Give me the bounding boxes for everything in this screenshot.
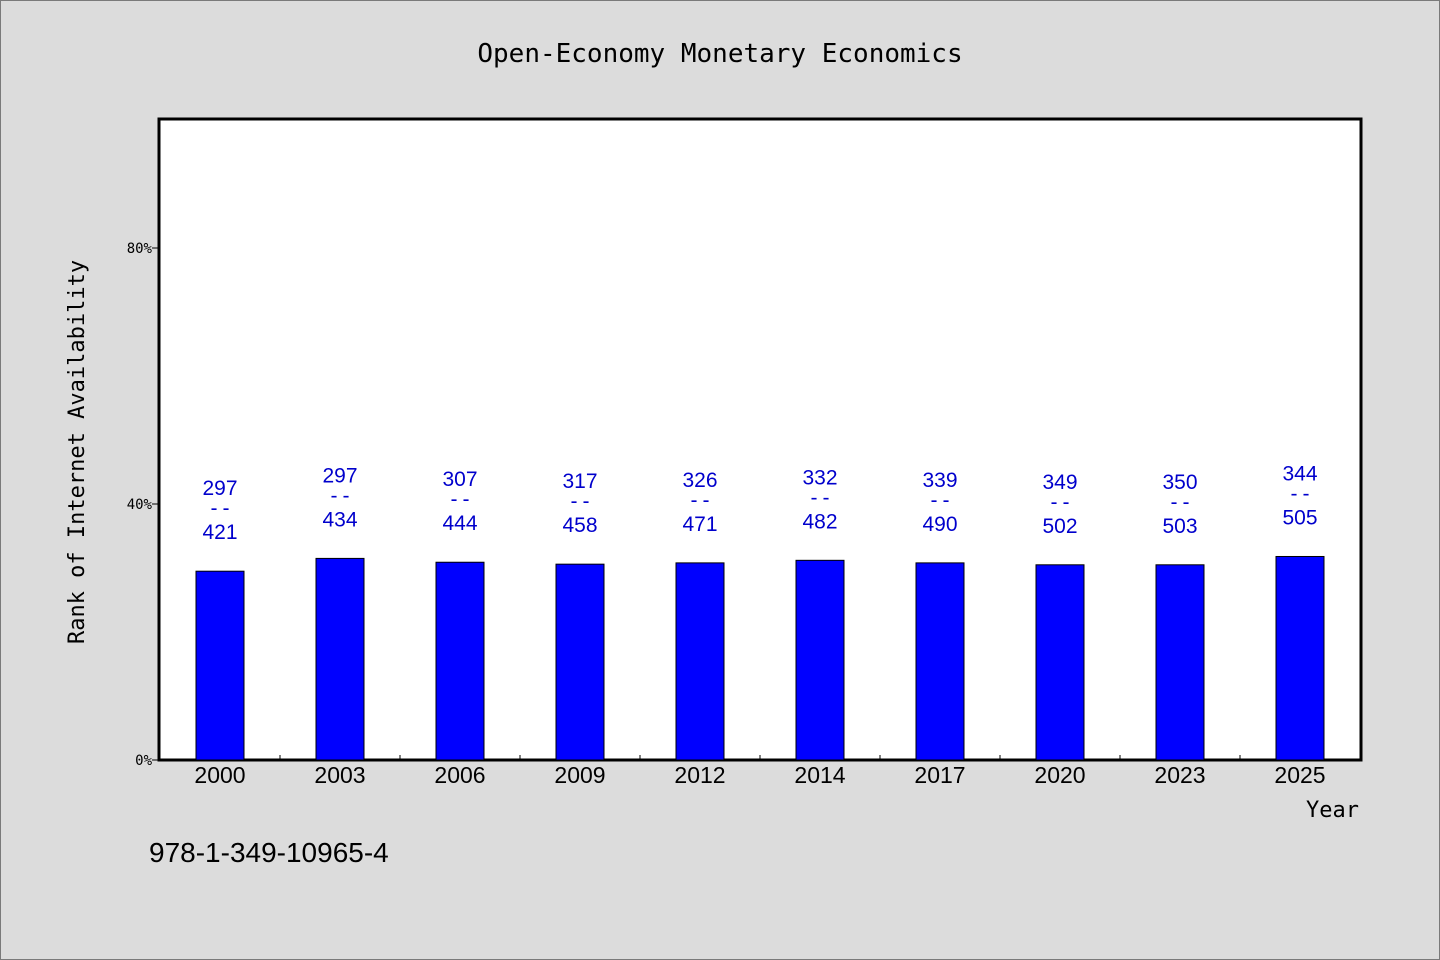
bar-label-top: 317 — [562, 470, 597, 493]
bar-label-separator: -- — [1168, 490, 1192, 514]
y-tick-label: 40% — [127, 497, 153, 513]
bar-label-separator: -- — [1288, 481, 1312, 505]
bar-label-separator: -- — [448, 487, 472, 511]
bar-label-top: 307 — [442, 468, 477, 491]
x-tick-label: 2003 — [314, 762, 365, 788]
bar-label-separator: -- — [1048, 490, 1072, 514]
x-tick-label: 2014 — [794, 762, 845, 788]
x-tick-label: 2006 — [434, 762, 485, 788]
bar-label-bottom: 458 — [562, 514, 597, 537]
bar-label-separator: -- — [808, 485, 832, 509]
bar-label-separator: -- — [568, 489, 592, 513]
x-tick-label: 2017 — [914, 762, 965, 788]
bar-label-bottom: 490 — [922, 513, 957, 536]
x-tick-label: 2000 — [194, 762, 245, 788]
bar-label-bottom: 503 — [1162, 515, 1197, 538]
bar-label-top: 339 — [922, 469, 957, 492]
bar-2020 — [1035, 564, 1085, 761]
bar-label-separator: -- — [208, 496, 232, 520]
bar-label-top: 297 — [202, 477, 237, 500]
y-tick-label: 80% — [127, 241, 153, 257]
y-axis-label: Rank of Internet Availability — [65, 260, 90, 644]
bar-label-top: 344 — [1282, 462, 1317, 485]
bars-layer — [195, 555, 1325, 761]
bar-2000 — [195, 570, 245, 761]
bar-2014 — [795, 559, 845, 761]
data-labels-layer: 297--421297--434307--444317--458326--471… — [202, 462, 1317, 544]
bar-label-separator: -- — [688, 488, 712, 512]
bar-label-top: 297 — [322, 464, 357, 487]
x-axis: 2000 2003 2006 2009 2012 2014 2017 2020 2023 2025 — [194, 755, 1326, 788]
bar-label-top: 326 — [682, 469, 717, 492]
bar-label-bottom: 471 — [682, 513, 717, 536]
bar-label-top: 349 — [1042, 471, 1077, 494]
bar-2009 — [555, 563, 605, 761]
bar-label-bottom: 502 — [1042, 515, 1077, 538]
y-axis: 0% 40% 80% — [127, 241, 160, 769]
x-tick-label: 2020 — [1034, 762, 1085, 788]
x-tick-label: 2009 — [554, 762, 605, 788]
x-tick-label: 2023 — [1154, 762, 1205, 788]
bar-2006 — [435, 561, 485, 761]
bar-label-separator: -- — [328, 483, 352, 507]
bar-2023 — [1155, 564, 1205, 761]
x-tick-label: 2025 — [1274, 762, 1325, 788]
bar-2003 — [315, 557, 365, 761]
bar-label-bottom: 444 — [442, 512, 477, 535]
bar-2025 — [1275, 555, 1325, 761]
x-tick-label: 2012 — [674, 762, 725, 788]
x-axis-label: Year — [1306, 798, 1359, 823]
bar-label-separator: -- — [928, 488, 952, 512]
bar-2017 — [915, 562, 965, 761]
bar-label-bottom: 421 — [202, 521, 237, 544]
bar-label-top: 350 — [1162, 471, 1197, 494]
bar-label-bottom: 482 — [802, 510, 837, 533]
bar-2012 — [675, 562, 725, 761]
bar-label-bottom: 434 — [322, 508, 357, 531]
y-tick-label: 0% — [135, 753, 152, 769]
bar-label-top: 332 — [802, 466, 837, 489]
chart-title: Open-Economy Monetary Economics — [477, 39, 962, 69]
isbn-text: 978-1-349-10965-4 — [149, 837, 389, 868]
bar-label-bottom: 505 — [1282, 506, 1317, 529]
